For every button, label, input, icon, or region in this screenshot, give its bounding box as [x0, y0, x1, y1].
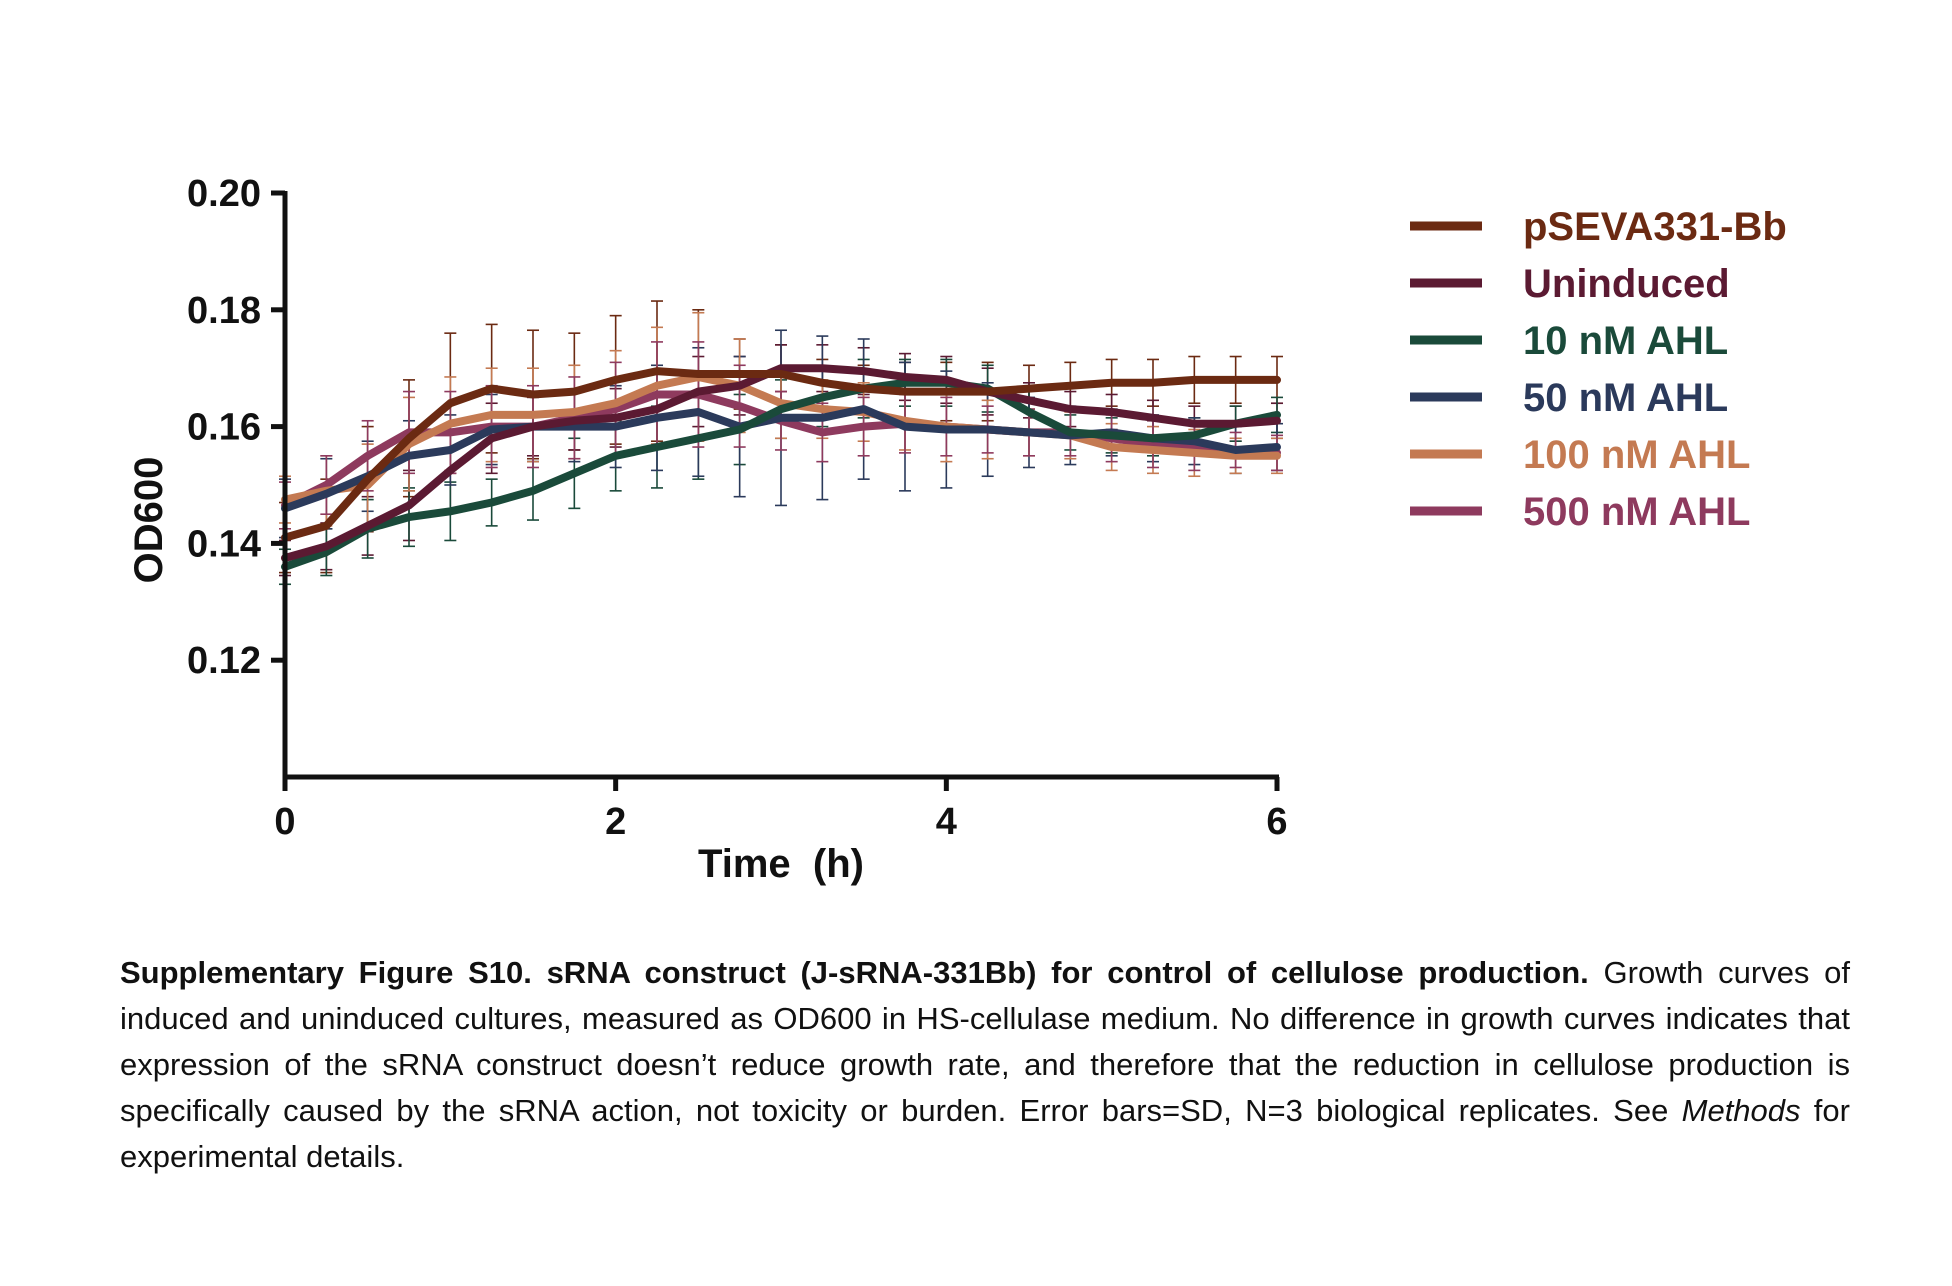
series-line-100-nm-ahl	[281, 373, 1281, 504]
legend: pSEVA331-Bb Uninduced 10 nM AHL 50 nM AHL 10…	[1410, 205, 1787, 534]
legend-label: Uninduced	[1523, 262, 1730, 306]
caption-title: Supplementary Figure S10. sRNA construct…	[120, 955, 1589, 990]
series-lines	[281, 364, 1281, 571]
x-tick-label: 6	[1266, 801, 1287, 843]
legend-label: pSEVA331-Bb	[1523, 205, 1787, 249]
legend-label: 10 nM AHL	[1523, 319, 1728, 363]
series-line-uninduced	[281, 364, 1281, 562]
figure-caption: Supplementary Figure S10. sRNA construct…	[120, 950, 1850, 1180]
legend-label: 50 nM AHL	[1523, 376, 1728, 420]
series-line-10-nm-ahl	[281, 378, 1281, 571]
legend-label: 500 nM AHL	[1523, 490, 1750, 534]
axes: 0.20 0.18 0.16 0.14 0.12 0 2 4 6	[187, 173, 1288, 843]
x-tick-label: 2	[605, 801, 626, 843]
y-tick-label: 0.12	[187, 640, 261, 682]
y-axis-label: OD600	[127, 457, 171, 584]
y-tick-label: 0.18	[187, 290, 261, 332]
caption-italic: Methods	[1681, 1093, 1801, 1128]
caption-text: Growth curves of induced and uninduced c…	[120, 955, 1850, 1128]
growth-curve-chart: 0.20 0.18 0.16 0.14 0.12 0 2 4 6 pSEVA331-Bb Unin…	[127, 173, 1787, 886]
x-axis-label: Time (h)	[698, 842, 864, 886]
series-line-pseva331-bb	[281, 367, 1281, 542]
legend-label: 100 nM AHL	[1523, 433, 1750, 477]
caption-text-end: for experimental details.	[120, 1093, 1850, 1174]
y-tick-label: 0.14	[187, 523, 261, 565]
x-tick-label: 0	[274, 801, 295, 843]
y-tick-label: 0.20	[187, 173, 261, 215]
x-tick-label: 4	[936, 801, 957, 843]
y-tick-label: 0.16	[187, 407, 261, 449]
